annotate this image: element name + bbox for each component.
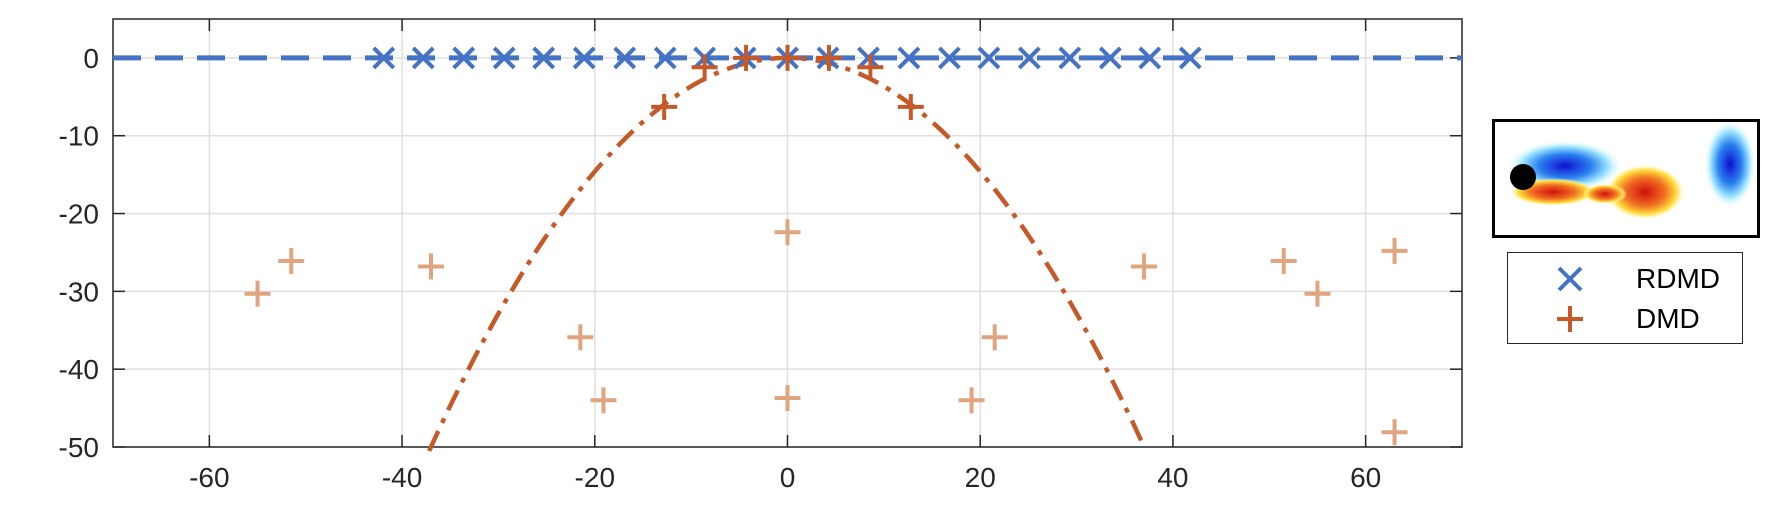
x-marker-0-7: [653, 46, 677, 70]
grid-lines: [113, 19, 1462, 448]
x-marker-0-6: [613, 46, 637, 70]
y-tick-label: -10: [59, 121, 99, 152]
legend-item-dmd: DMD: [1508, 297, 1742, 337]
x-marker-0-0: [372, 46, 396, 70]
x-marker-0-17: [1058, 46, 1082, 70]
y-tick-label: -40: [59, 354, 99, 385]
plus-marker-2-3: [567, 324, 594, 351]
x-marker-0-4: [532, 46, 556, 70]
x-marker-0-14: [937, 46, 961, 70]
x-marker-0-5: [572, 46, 596, 70]
plus-marker-2-9: [1131, 253, 1158, 280]
x-marker-0-19: [1138, 46, 1162, 70]
x-tick-label: 40: [1157, 462, 1188, 493]
data-points: [244, 44, 1408, 446]
plus-marker-2-7: [958, 387, 985, 414]
legend: RDMD DMD: [1507, 252, 1743, 344]
plus-marker-2-13: [1381, 419, 1408, 446]
x-tick-label: -60: [189, 462, 229, 493]
y-tick-label: -20: [59, 199, 99, 230]
cylinder-wake-vorticity-image: [1507, 122, 1756, 220]
plus-marker-2-8: [981, 324, 1008, 351]
x-tick-label: -20: [575, 462, 615, 493]
plus-marker-2-10: [1270, 248, 1297, 275]
plus-marker-2-11: [1304, 280, 1331, 307]
axes: [112, 18, 1463, 448]
tick-labels: -60 -40 -20 0 20 40 60 0 -10 -20 -30 -40 -50: [59, 43, 1382, 493]
plus-marker-2-1: [278, 248, 305, 275]
y-tick-label: -50: [59, 432, 99, 463]
legend-item-rdmd: RDMD: [1508, 257, 1742, 297]
legend-label: DMD: [1636, 303, 1700, 334]
x-marker-0-3: [492, 46, 516, 70]
y-tick-label: -30: [59, 276, 99, 307]
x-marker-0-18: [1098, 46, 1122, 70]
flow-inset-image: [1492, 119, 1760, 238]
plus-marker-2-0: [244, 280, 271, 307]
plus-marker-1-6: [897, 93, 924, 120]
plus-marker-2-12: [1381, 237, 1408, 264]
x-tick-label: -40: [382, 462, 422, 493]
x-marker-0-1: [411, 46, 435, 70]
y-tick-label: 0: [83, 43, 99, 74]
x-marker-0-13: [897, 46, 921, 70]
plus-marker-1-3: [774, 44, 801, 71]
x-tick-label: 20: [965, 462, 996, 493]
plus-marker-1-1: [691, 54, 718, 81]
plus-marker-2-4: [590, 387, 617, 414]
x-marker-0-2: [452, 46, 476, 70]
x-marker-0-20: [1178, 46, 1202, 70]
plus-marker-1-2: [733, 44, 760, 71]
x-marker-icon: [1557, 266, 1583, 292]
plus-marker-1-4: [815, 44, 842, 71]
x-marker-0-15: [977, 46, 1001, 70]
plus-marker-icon: [1557, 306, 1583, 332]
plus-marker-1-5: [857, 54, 884, 81]
plus-marker-1-0: [651, 93, 678, 120]
x-marker-0-16: [1017, 46, 1041, 70]
legend-label: RDMD: [1636, 263, 1720, 294]
plus-marker-2-5: [774, 219, 801, 246]
plus-marker-2-2: [417, 253, 444, 280]
x-tick-label: 60: [1350, 462, 1381, 493]
plus-marker-2-6: [774, 384, 801, 411]
x-tick-label: 0: [780, 462, 796, 493]
